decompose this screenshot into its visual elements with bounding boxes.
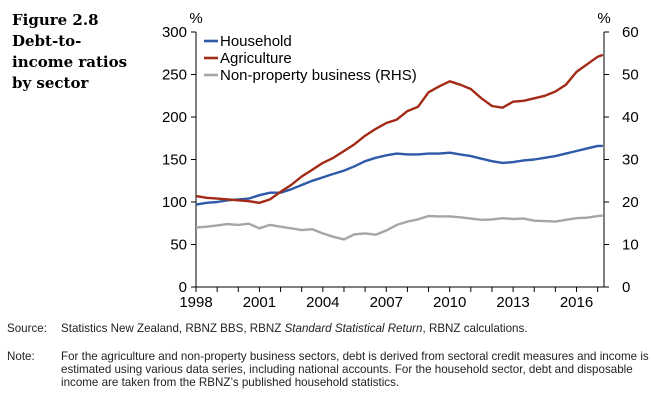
series-line-non-property-business-rhs — [195, 214, 603, 241]
figure-title-line-2: income ratios — [12, 53, 128, 71]
source-label: Source: — [7, 322, 47, 335]
figure-label: Figure 2.8 — [12, 11, 99, 29]
left-tick-label: 150 — [162, 152, 187, 169]
legend-label: Non-property business (RHS) — [220, 67, 417, 84]
x-tick-label: 2004 — [306, 294, 339, 311]
source-text-italic: Standard Statistical Return — [284, 322, 423, 335]
x-tick-label: 2010 — [433, 294, 466, 311]
right-axis-unit: % — [597, 10, 610, 27]
note-text: For the agriculture and non-property bus… — [61, 350, 649, 389]
legend-label: Agriculture — [220, 50, 292, 67]
source-text: Statistics New Zealand, RBNZ BBS, RBNZ S… — [61, 322, 651, 335]
left-tick-label: 200 — [162, 109, 187, 126]
figure-title: Figure 2.8 Debt-to- income ratios by sec… — [12, 10, 162, 94]
left-tick-label: 100 — [162, 194, 187, 211]
chart-series — [195, 53, 604, 241]
source-text-part-2: , RBNZ calculations. — [422, 322, 528, 335]
right-tick-label: 50 — [622, 67, 639, 84]
left-tick-label: 0 — [179, 279, 187, 296]
left-axis-unit: % — [189, 10, 202, 27]
source-text-part-1: Statistics New Zealand, RBNZ BBS, RBNZ — [61, 322, 285, 335]
left-tick-label: 300 — [162, 24, 187, 41]
x-tick-label: 2001 — [243, 294, 276, 311]
right-tick-label: 40 — [622, 109, 639, 126]
left-tick-label: 250 — [162, 67, 187, 84]
line-chart: 0 50 100 150 200 250 300 0 10 20 30 40 50 60% % 1998 200… — [162, 10, 639, 311]
series-line-agriculture — [195, 53, 604, 205]
x-tick-label: 1998 — [179, 294, 212, 311]
figure-title-line-1: Debt-to- — [12, 32, 82, 50]
right-tick-label: 30 — [622, 152, 639, 169]
right-tick-label: 20 — [622, 194, 639, 211]
left-tick-label: 50 — [170, 237, 187, 254]
right-tick-label: 10 — [622, 237, 639, 254]
x-tick-label: 2013 — [496, 294, 529, 311]
legend-label: Household — [220, 33, 292, 50]
note-label: Note: — [7, 350, 35, 363]
series-line-household — [195, 144, 603, 206]
right-tick-label: 60 — [622, 24, 639, 41]
figure-title-line-3: by sector — [12, 74, 89, 92]
right-tick-label: 0 — [622, 279, 630, 296]
x-tick-label: 2007 — [370, 294, 403, 311]
chart-axes: 0 50 100 150 200 250 300 0 10 20 30 40 50 60% % 1998 200… — [162, 10, 639, 311]
x-tick-label: 2016 — [560, 294, 593, 311]
